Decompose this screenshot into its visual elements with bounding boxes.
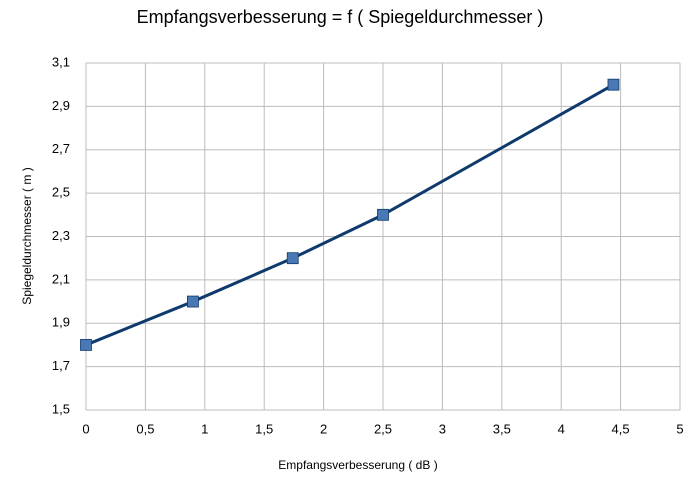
data-point <box>286 252 299 265</box>
x-tick-label: 4 <box>558 421 565 436</box>
x-tick-label: 3,5 <box>493 421 511 436</box>
data-point <box>607 78 620 91</box>
x-tick-label: 0 <box>82 421 89 436</box>
x-tick-label: 2,5 <box>374 421 392 436</box>
x-tick-label: 4,5 <box>612 421 630 436</box>
y-tick-label: 2,7 <box>52 141 70 156</box>
chart-title: Empfangsverbesserung = f ( Spiegeldurchm… <box>137 7 544 27</box>
y-tick-label: 1,9 <box>52 315 70 330</box>
y-tick-label: 3,1 <box>52 54 70 69</box>
x-tick-label: 5 <box>676 421 683 436</box>
x-axis-label: Empfangsverbesserung ( dB ) <box>278 458 437 472</box>
x-tick-label: 2 <box>320 421 327 436</box>
x-tick-label: 3 <box>439 421 446 436</box>
y-tick-label: 1,7 <box>52 358 70 373</box>
data-point <box>80 339 92 351</box>
y-axis-label: Spiegeldurchmesser ( m ) <box>20 167 34 304</box>
data-point <box>377 208 389 221</box>
x-tick-label: 0,5 <box>136 421 154 436</box>
y-tick-label: 2,5 <box>52 185 70 200</box>
data-point <box>187 295 199 308</box>
x-tick-label: 1,5 <box>255 421 273 436</box>
y-tick-label: 1,5 <box>52 401 70 416</box>
y-tick-label: 2,1 <box>52 271 70 286</box>
y-tick-label: 2,9 <box>52 98 70 113</box>
y-tick-label: 2,3 <box>52 228 70 243</box>
x-tick-label: 1 <box>201 421 208 436</box>
data-line <box>85 83 615 347</box>
